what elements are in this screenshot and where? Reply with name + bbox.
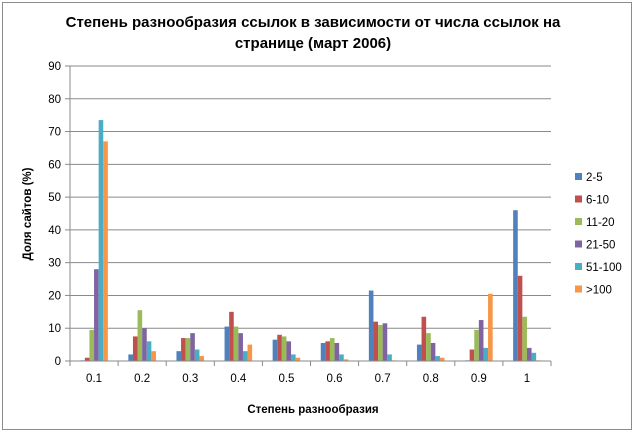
bar bbox=[531, 352, 537, 361]
x-tick-label: 0.9 bbox=[471, 373, 487, 385]
legend-label: 6-10 bbox=[586, 195, 609, 207]
bar bbox=[224, 326, 230, 361]
gridlines bbox=[70, 65, 551, 329]
bar bbox=[277, 334, 282, 361]
bar bbox=[132, 336, 138, 361]
y-tick-label: 30 bbox=[48, 258, 61, 270]
bar bbox=[373, 321, 379, 361]
bar bbox=[84, 357, 90, 361]
bar bbox=[151, 351, 156, 361]
axes bbox=[65, 65, 552, 366]
bar bbox=[426, 333, 431, 361]
x-tick-label: 0.7 bbox=[375, 373, 391, 385]
y-tick-label: 50 bbox=[48, 192, 61, 204]
x-tick-label: 1 bbox=[524, 373, 530, 385]
bar bbox=[339, 354, 344, 361]
bar bbox=[488, 293, 493, 361]
bar bbox=[483, 347, 489, 361]
bar bbox=[272, 339, 278, 361]
bar bbox=[329, 338, 335, 361]
legend-swatch bbox=[575, 173, 582, 180]
bar bbox=[142, 328, 147, 361]
legend-swatch bbox=[575, 218, 582, 225]
y-tick-labels: 0 10 20 30 40 50 60 70 80 90 bbox=[48, 61, 61, 368]
bar bbox=[378, 324, 383, 361]
bar bbox=[247, 344, 253, 361]
bar bbox=[295, 357, 301, 361]
legend-label: 11-20 bbox=[586, 217, 615, 229]
y-tick-label: 90 bbox=[48, 61, 61, 73]
bar bbox=[421, 316, 427, 361]
legend-label: >100 bbox=[586, 285, 612, 297]
x-tick-labels: 0.1 0.2 0.3 0.4 0.5 0.6 0.7 0.8 0.9 1 bbox=[86, 373, 530, 385]
bar bbox=[128, 354, 133, 361]
bar bbox=[478, 320, 484, 361]
chart-title-line1: Степень разнообразия ссылок в зависимост… bbox=[66, 14, 561, 31]
y-tick-label: 0 bbox=[55, 356, 61, 368]
bar bbox=[469, 349, 475, 361]
bar bbox=[368, 290, 374, 361]
x-tick-label: 0.3 bbox=[182, 373, 198, 385]
legend-label: 2-5 bbox=[586, 172, 603, 184]
bar bbox=[98, 120, 104, 361]
bar bbox=[334, 342, 340, 361]
bar bbox=[291, 354, 296, 361]
bar bbox=[229, 311, 234, 361]
bar bbox=[343, 359, 349, 361]
bar bbox=[474, 329, 479, 361]
x-axis-title: Степень разнообразия bbox=[247, 404, 378, 416]
bar bbox=[137, 310, 143, 361]
bar bbox=[94, 269, 99, 361]
bar bbox=[199, 356, 205, 361]
x-tick-label: 0.5 bbox=[278, 373, 294, 385]
y-tick-label: 70 bbox=[48, 127, 61, 139]
legend-label: 51-100 bbox=[586, 262, 622, 274]
bar bbox=[194, 349, 200, 361]
bar bbox=[382, 323, 388, 361]
bar bbox=[176, 351, 182, 361]
bar bbox=[439, 357, 445, 361]
legend: 2-5 6-10 11-20 21-50 51-100 >100 bbox=[575, 172, 622, 297]
x-tick-label: 0.1 bbox=[86, 373, 102, 385]
bar bbox=[233, 326, 239, 361]
bar bbox=[522, 316, 527, 361]
bar bbox=[513, 210, 518, 361]
bar bbox=[181, 338, 186, 361]
legend-label: 21-50 bbox=[586, 240, 615, 252]
y-axis-title: Доля сайтов (%) bbox=[22, 167, 34, 260]
bar bbox=[238, 333, 243, 361]
y-tick-label: 20 bbox=[48, 290, 61, 302]
bar bbox=[526, 347, 532, 361]
bar bbox=[517, 275, 523, 361]
bar bbox=[435, 356, 440, 361]
bar bbox=[190, 333, 195, 361]
bar bbox=[430, 342, 436, 361]
bar bbox=[146, 341, 152, 361]
bar bbox=[281, 336, 287, 361]
x-tick-label: 0.8 bbox=[423, 373, 439, 385]
y-tick-label: 60 bbox=[48, 159, 61, 171]
legend-swatch bbox=[575, 285, 582, 293]
legend-swatch bbox=[575, 240, 582, 248]
bar bbox=[286, 341, 292, 361]
x-tick-label: 0.4 bbox=[230, 373, 247, 385]
bar bbox=[416, 344, 422, 361]
bar bbox=[387, 354, 392, 361]
bars bbox=[80, 120, 541, 361]
chart-title-line2: странице (март 2006) bbox=[235, 35, 391, 52]
y-tick-label: 80 bbox=[48, 94, 61, 106]
bar bbox=[242, 351, 248, 361]
bar bbox=[320, 342, 326, 361]
y-tick-label: 10 bbox=[48, 323, 61, 335]
legend-swatch bbox=[575, 195, 582, 203]
x-tick-label: 0.2 bbox=[134, 373, 150, 385]
legend-swatch bbox=[575, 263, 582, 270]
x-tick-label: 0.6 bbox=[327, 373, 343, 385]
bar bbox=[103, 141, 108, 361]
bar bbox=[325, 341, 330, 361]
bar bbox=[185, 338, 191, 361]
y-tick-label: 40 bbox=[48, 225, 61, 237]
bar bbox=[89, 329, 95, 361]
